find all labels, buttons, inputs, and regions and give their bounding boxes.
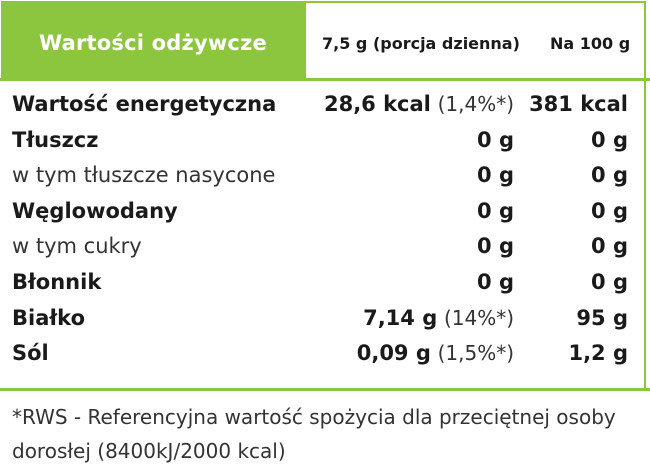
portion-percent: (1,4%*) [437, 92, 514, 116]
table-header-cell: Wartości odżywcze [1, 3, 306, 81]
portion-value: 0,09 g [356, 341, 431, 365]
portion-value: 0 g [477, 199, 514, 223]
column-header-portion: 7,5 g (porcja dzienna) [322, 34, 520, 53]
row-portion: 0 g [477, 199, 514, 223]
row-label: Błonnik [12, 270, 102, 294]
row-per-100g: 0 g [591, 163, 628, 187]
row-label: Węglowodany [12, 199, 178, 223]
table-row-saturated-fat: w tym tłuszcze nasycone 0 g 0 g [12, 163, 634, 197]
table-row-fat: Tłuszcz 0 g 0 g [12, 128, 634, 162]
table-row-carbohydrates: Węglowodany 0 g 0 g [12, 199, 634, 233]
footer-divider [0, 388, 650, 391]
row-per-100g: 1,2 g [568, 341, 628, 365]
row-label: w tym cukry [12, 234, 142, 258]
row-label: Sól [12, 341, 49, 365]
portion-value: 0 g [477, 128, 514, 152]
nutrition-table: Wartości odżywcze 7,5 g (porcja dzienna)… [1, 1, 646, 391]
row-label: w tym tłuszcze nasycone [12, 163, 276, 187]
table-row-salt: Sól 0,09 g (1,5%*) 1,2 g [12, 341, 634, 375]
portion-percent: (1,5%*) [437, 341, 514, 365]
portion-percent: (14%*) [443, 306, 514, 330]
portion-value: 28,6 kcal [323, 92, 431, 116]
portion-value: 0 g [477, 270, 514, 294]
table-row-fiber: Błonnik 0 g 0 g [12, 270, 634, 304]
table-row-energy: Wartość energetyczna 28,6 kcal (1,4%*) 3… [12, 92, 634, 126]
row-portion: 0 g [477, 163, 514, 187]
row-per-100g: 381 kcal [529, 92, 628, 116]
row-per-100g: 95 g [576, 306, 628, 330]
column-header-per-100g: Na 100 g [550, 34, 631, 53]
portion-value: 0 g [477, 234, 514, 258]
row-portion: 0 g [477, 270, 514, 294]
row-label: Tłuszcz [12, 128, 99, 152]
row-per-100g: 0 g [591, 270, 628, 294]
footnote: *RWS - Referencyjna wartość spożycia dla… [12, 405, 616, 463]
row-portion: 0,09 g (1,5%*) [357, 341, 514, 365]
portion-value: 0 g [477, 163, 514, 187]
table-title: Wartości odżywcze [39, 31, 267, 55]
portion-value: 7,14 g [363, 306, 438, 330]
row-per-100g: 0 g [591, 234, 628, 258]
header-divider [0, 78, 650, 81]
row-portion: 0 g [477, 234, 514, 258]
row-per-100g: 0 g [591, 199, 628, 223]
row-per-100g: 0 g [591, 128, 628, 152]
row-portion: 28,6 kcal (1,4%*) [324, 92, 514, 116]
table-row-sugars: w tym cukry 0 g 0 g [12, 234, 634, 268]
row-label: Wartość energetyczna [12, 92, 277, 116]
row-portion: 0 g [477, 128, 514, 152]
row-label: Białko [12, 306, 85, 330]
row-portion: 7,14 g (14%*) [363, 306, 514, 330]
table-row-protein: Białko 7,14 g (14%*) 95 g [12, 306, 634, 340]
